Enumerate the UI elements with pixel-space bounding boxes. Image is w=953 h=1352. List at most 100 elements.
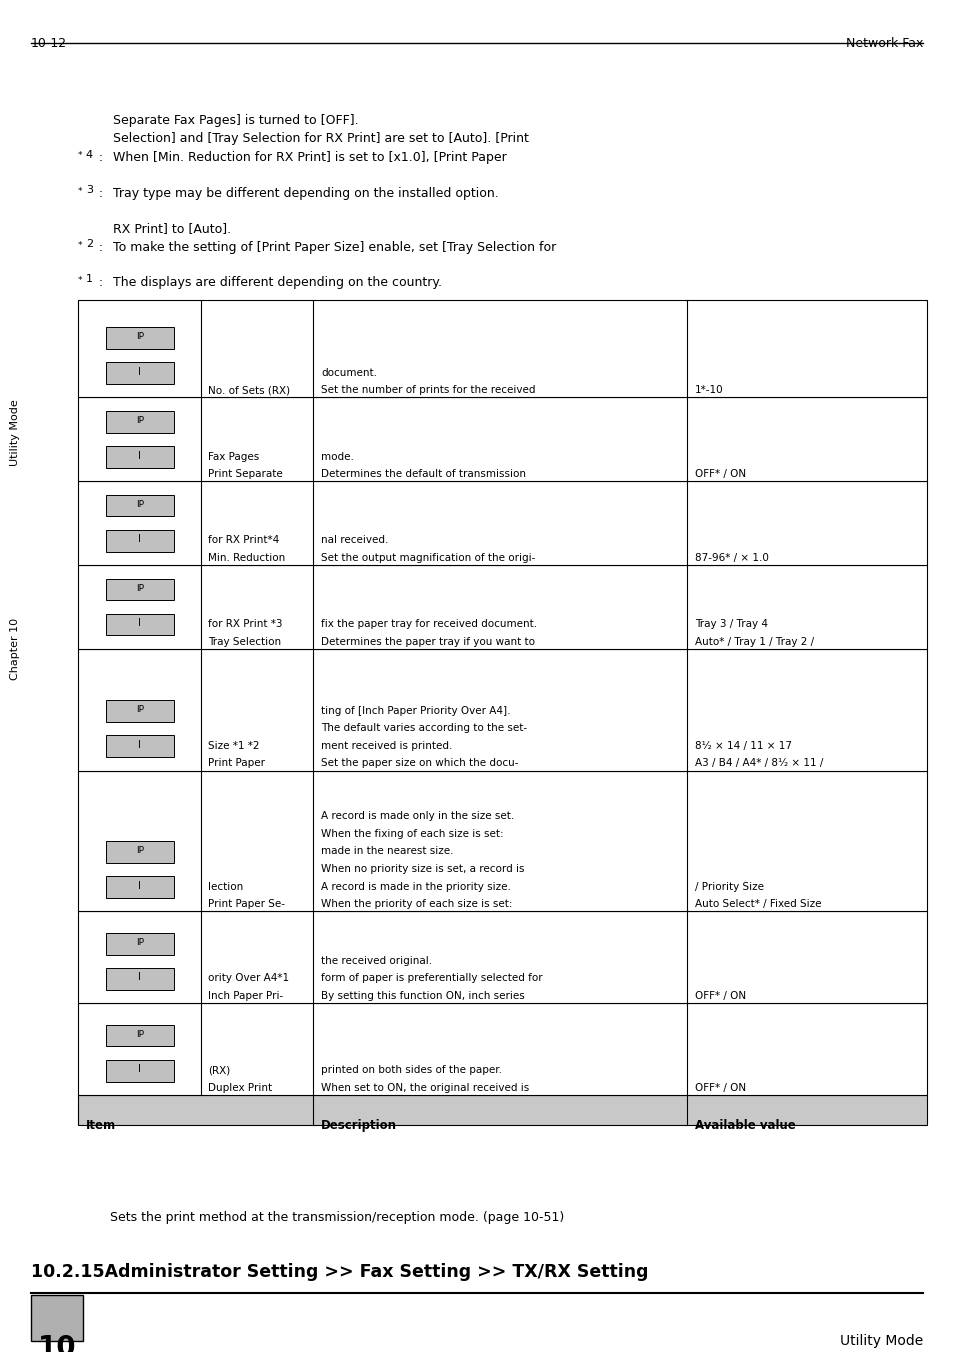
Text: Print Separate: Print Separate <box>208 469 282 479</box>
Text: 8¹⁄₂ × 14 / 11 × 17: 8¹⁄₂ × 14 / 11 × 17 <box>694 741 791 750</box>
Bar <box>106 1025 173 1046</box>
Text: 4: 4 <box>86 150 92 160</box>
Text: I: I <box>138 618 141 629</box>
Text: Auto* / Tray 1 / Tray 2 /: Auto* / Tray 1 / Tray 2 / <box>694 637 813 646</box>
Bar <box>106 876 173 898</box>
Text: Set the number of prints for the received: Set the number of prints for the receive… <box>321 385 535 395</box>
Text: By setting this function ON, inch series: By setting this function ON, inch series <box>321 991 524 1000</box>
Text: Set the output magnification of the origi-: Set the output magnification of the orig… <box>321 553 535 562</box>
Text: IP: IP <box>135 938 144 946</box>
Text: Size *1 *2: Size *1 *2 <box>208 741 259 750</box>
Text: *: * <box>78 187 83 196</box>
Text: 10-12: 10-12 <box>30 37 67 50</box>
Text: the received original.: the received original. <box>321 956 432 965</box>
Text: IP: IP <box>135 584 144 592</box>
Bar <box>78 771 926 911</box>
Text: I: I <box>138 880 141 891</box>
Text: Min. Reduction: Min. Reduction <box>208 553 285 562</box>
Text: made in the nearest size.: made in the nearest size. <box>321 846 453 856</box>
Text: Utility Mode: Utility Mode <box>10 399 20 466</box>
Bar <box>106 735 173 757</box>
Bar <box>106 530 173 552</box>
Bar <box>106 495 173 516</box>
Bar <box>106 579 173 600</box>
Text: :: : <box>98 187 102 200</box>
Text: ment received is printed.: ment received is printed. <box>321 741 452 750</box>
Text: Print Paper: Print Paper <box>208 758 265 768</box>
Text: OFF* / ON: OFF* / ON <box>694 991 745 1000</box>
Text: Tray Selection: Tray Selection <box>208 637 281 646</box>
Text: Fax Pages: Fax Pages <box>208 452 259 461</box>
Text: Sets the print method at the transmission/reception mode. (page 10-51): Sets the print method at the transmissio… <box>110 1211 563 1225</box>
Bar <box>78 300 926 397</box>
Text: I: I <box>138 450 141 461</box>
Text: Print Paper Se-: Print Paper Se- <box>208 899 285 909</box>
Text: Separate Fax Pages] is turned to [OFF].: Separate Fax Pages] is turned to [OFF]. <box>112 114 357 127</box>
Text: I: I <box>138 972 141 983</box>
Text: Network Fax: Network Fax <box>845 37 923 50</box>
Text: form of paper is preferentially selected for: form of paper is preferentially selected… <box>321 973 542 983</box>
Text: / Priority Size: / Priority Size <box>694 882 762 891</box>
Text: OFF* / ON: OFF* / ON <box>694 469 745 479</box>
Text: Determines the paper tray if you want to: Determines the paper tray if you want to <box>321 637 535 646</box>
Bar <box>78 397 926 481</box>
Text: Determines the default of transmission: Determines the default of transmission <box>321 469 525 479</box>
Text: To make the setting of [Print Paper Size] enable, set [Tray Selection for: To make the setting of [Print Paper Size… <box>112 241 556 254</box>
Text: I: I <box>138 1064 141 1075</box>
Text: :: : <box>98 276 102 289</box>
Text: 10: 10 <box>37 1334 76 1352</box>
Bar <box>78 649 926 771</box>
Text: Description: Description <box>321 1119 396 1133</box>
Text: RX Print] to [Auto].: RX Print] to [Auto]. <box>112 222 231 235</box>
Text: Duplex Print: Duplex Print <box>208 1083 272 1092</box>
Text: Selection] and [Tray Selection for RX Print] are set to [Auto]. [Print: Selection] and [Tray Selection for RX Pr… <box>112 132 528 146</box>
Text: When the fixing of each size is set:: When the fixing of each size is set: <box>321 829 503 838</box>
Text: printed on both sides of the paper.: printed on both sides of the paper. <box>321 1065 501 1075</box>
Text: fix the paper tray for received document.: fix the paper tray for received document… <box>321 619 537 629</box>
Bar <box>106 327 173 349</box>
Text: I: I <box>138 534 141 545</box>
Bar <box>78 481 926 565</box>
Bar <box>78 911 926 1003</box>
Bar <box>78 1003 926 1095</box>
Text: Chapter 10: Chapter 10 <box>10 618 20 680</box>
Bar <box>106 411 173 433</box>
Text: IP: IP <box>135 500 144 508</box>
Text: A record is made in the priority size.: A record is made in the priority size. <box>321 882 511 891</box>
Text: IP: IP <box>135 416 144 425</box>
Bar <box>106 446 173 468</box>
Text: Available value: Available value <box>694 1119 795 1133</box>
Text: for RX Print *3: for RX Print *3 <box>208 619 282 629</box>
Text: When the priority of each size is set:: When the priority of each size is set: <box>321 899 512 909</box>
Text: The displays are different depending on the country.: The displays are different depending on … <box>112 276 441 289</box>
Text: nal received.: nal received. <box>321 535 388 545</box>
Text: Item: Item <box>86 1119 116 1133</box>
Text: mode.: mode. <box>321 452 354 461</box>
Text: ority Over A4*1: ority Over A4*1 <box>208 973 289 983</box>
Text: (RX): (RX) <box>208 1065 230 1075</box>
Text: :: : <box>98 151 102 165</box>
Text: :: : <box>98 241 102 254</box>
Text: A3 / B4 / A4* / 8¹⁄₂ × 11 /: A3 / B4 / A4* / 8¹⁄₂ × 11 / <box>694 758 822 768</box>
Bar <box>106 700 173 722</box>
Text: 3: 3 <box>86 185 92 195</box>
Text: No. of Sets (RX): No. of Sets (RX) <box>208 385 290 395</box>
Text: A record is made only in the size set.: A record is made only in the size set. <box>321 811 514 821</box>
Bar <box>106 614 173 635</box>
Text: Utility Mode: Utility Mode <box>840 1334 923 1348</box>
Text: IP: IP <box>135 333 144 341</box>
Text: When [Min. Reduction for RX Print] is set to [x1.0], [Print Paper: When [Min. Reduction for RX Print] is se… <box>112 151 506 165</box>
Bar <box>106 968 173 990</box>
Text: Auto Select* / Fixed Size: Auto Select* / Fixed Size <box>694 899 821 909</box>
Bar <box>106 841 173 863</box>
Text: The default varies according to the set-: The default varies according to the set- <box>321 723 527 733</box>
Text: *: * <box>78 241 83 250</box>
Text: *: * <box>78 151 83 161</box>
Text: IP: IP <box>135 846 144 854</box>
Bar <box>78 1095 926 1125</box>
Text: IP: IP <box>135 1030 144 1038</box>
Text: 2: 2 <box>86 239 92 249</box>
Text: OFF* / ON: OFF* / ON <box>694 1083 745 1092</box>
Text: for RX Print*4: for RX Print*4 <box>208 535 279 545</box>
Text: 1: 1 <box>86 274 92 284</box>
